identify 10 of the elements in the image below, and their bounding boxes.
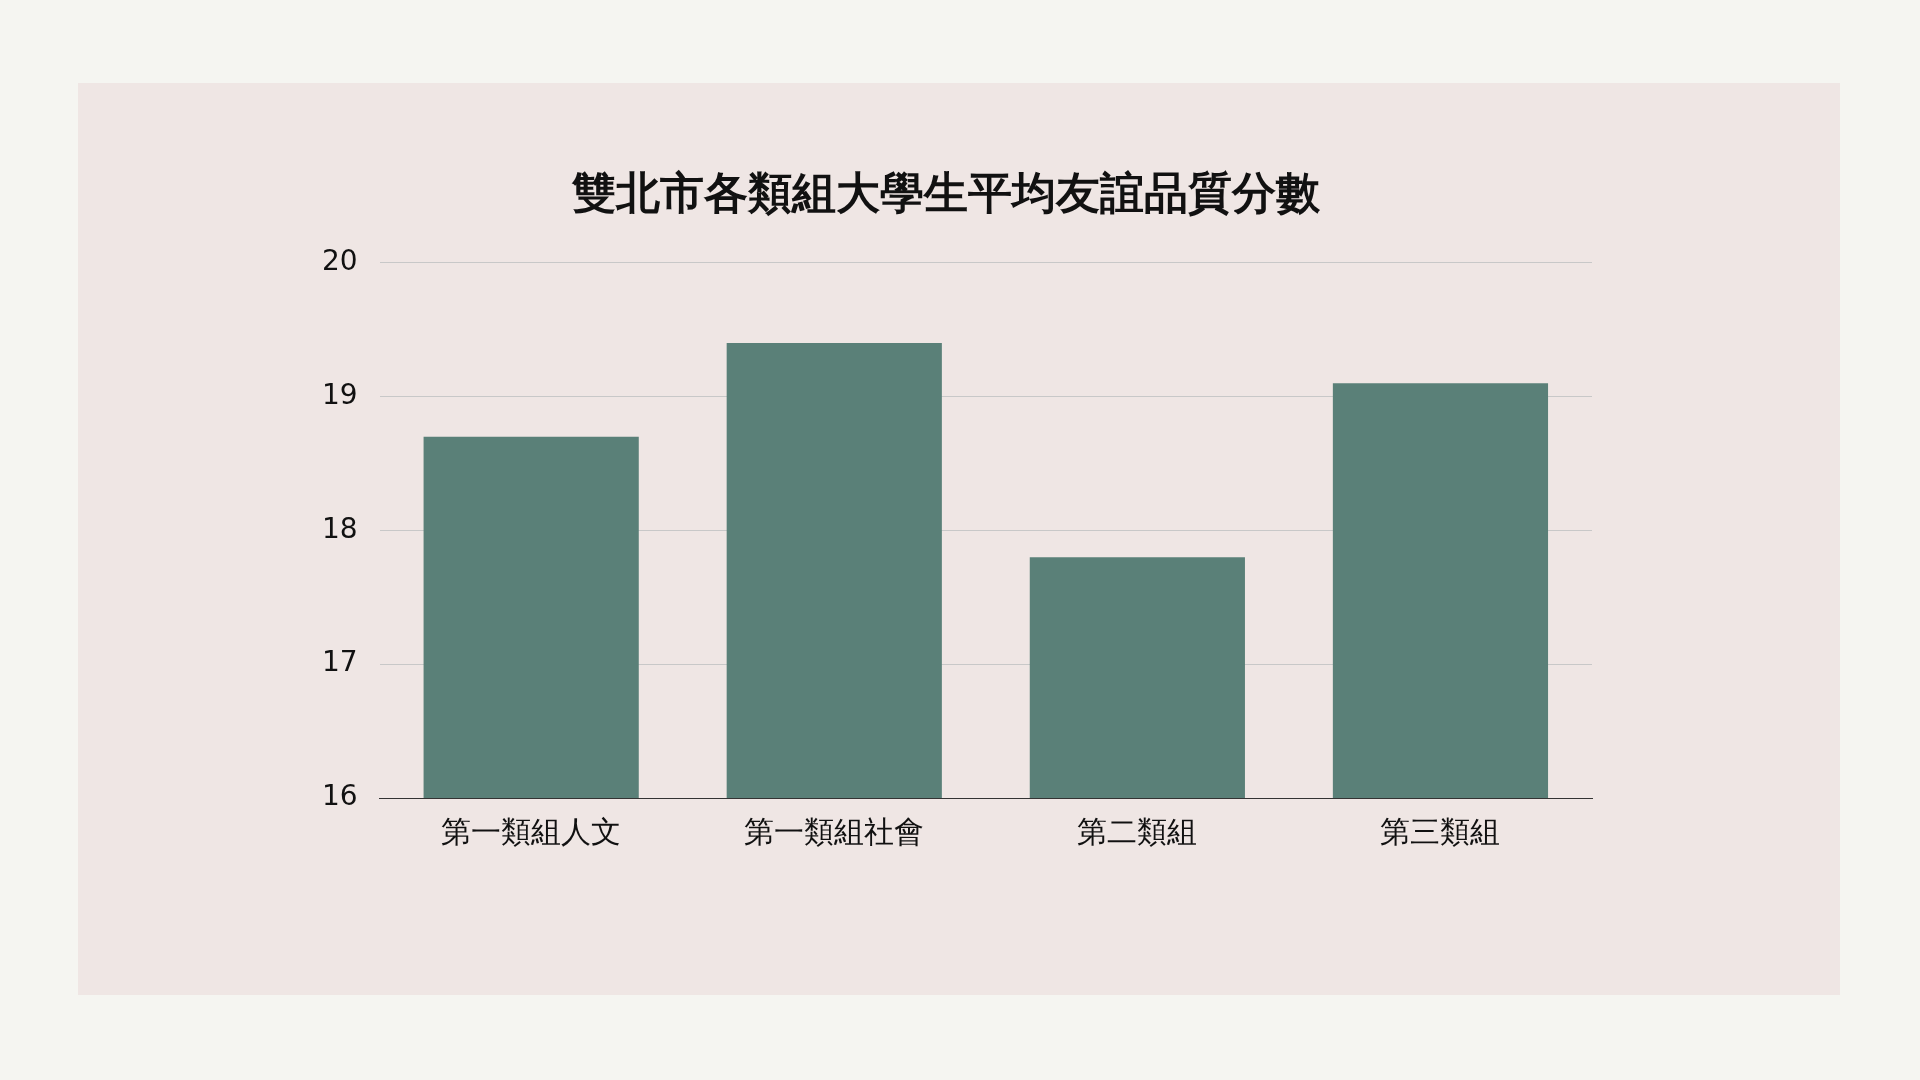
chart-title: 雙北市各類組大學生平均友誼品質分數 — [571, 166, 1321, 218]
y-tick-label: 17 — [321, 645, 358, 679]
x-tick-label: 第一類組社會 — [744, 813, 925, 849]
x-tick-label: 第一類組人文 — [441, 813, 622, 849]
x-tick-label: 第三類組 — [1380, 813, 1501, 849]
y-tick-label: 19 — [321, 377, 358, 411]
y-tick-label: 18 — [321, 511, 358, 545]
y-tick-label: 20 — [321, 244, 358, 278]
y-tick-label: 16 — [321, 779, 358, 813]
x-tick-label: 第二類組 — [1077, 813, 1198, 849]
